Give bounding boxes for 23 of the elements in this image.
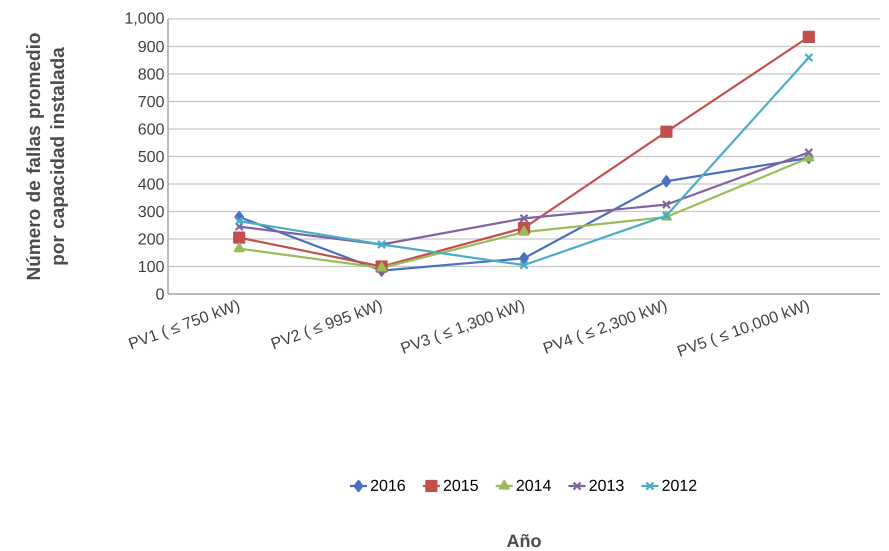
- x-tick-label: PV2 ( ≤ 995 kW): [270, 300, 382, 350]
- y-tick-label: 500: [138, 150, 164, 162]
- y-tick-label: 200: [138, 233, 164, 245]
- x-tick-label: PV3 ( ≤ 1,300 kW): [400, 300, 524, 354]
- x-tick-label: PV1 ( ≤ 750 kW): [128, 300, 240, 350]
- y-tick-label: 0: [156, 288, 164, 300]
- y-tick-label: 400: [138, 178, 164, 190]
- x-tick-label: PV5 ( ≤ 10,000 kW): [677, 300, 810, 357]
- y-tick-label: 100: [139, 260, 164, 272]
- legend-label: 2013: [590, 480, 624, 492]
- x-tick-label: PV4 ( ≤ 2,300 kW): [543, 300, 667, 354]
- legend-label: 2016: [370, 480, 405, 492]
- y-tick-label: 600: [138, 123, 164, 135]
- y-tick-label: 1,000: [126, 12, 164, 26]
- legend-label: 2014: [516, 480, 551, 492]
- text: Año: [506, 534, 541, 548]
- y-axis-title: Número de fallas promedio por capacidad instalada: [26, 33, 68, 280]
- y-tick-label: 700: [138, 96, 164, 108]
- legend-label: 2012: [662, 480, 696, 492]
- legend-label: 2015: [444, 480, 478, 492]
- y-tick-label: 300: [138, 206, 164, 218]
- y-tick-label: 800: [138, 68, 164, 80]
- y-tick-label: 900: [138, 40, 164, 52]
